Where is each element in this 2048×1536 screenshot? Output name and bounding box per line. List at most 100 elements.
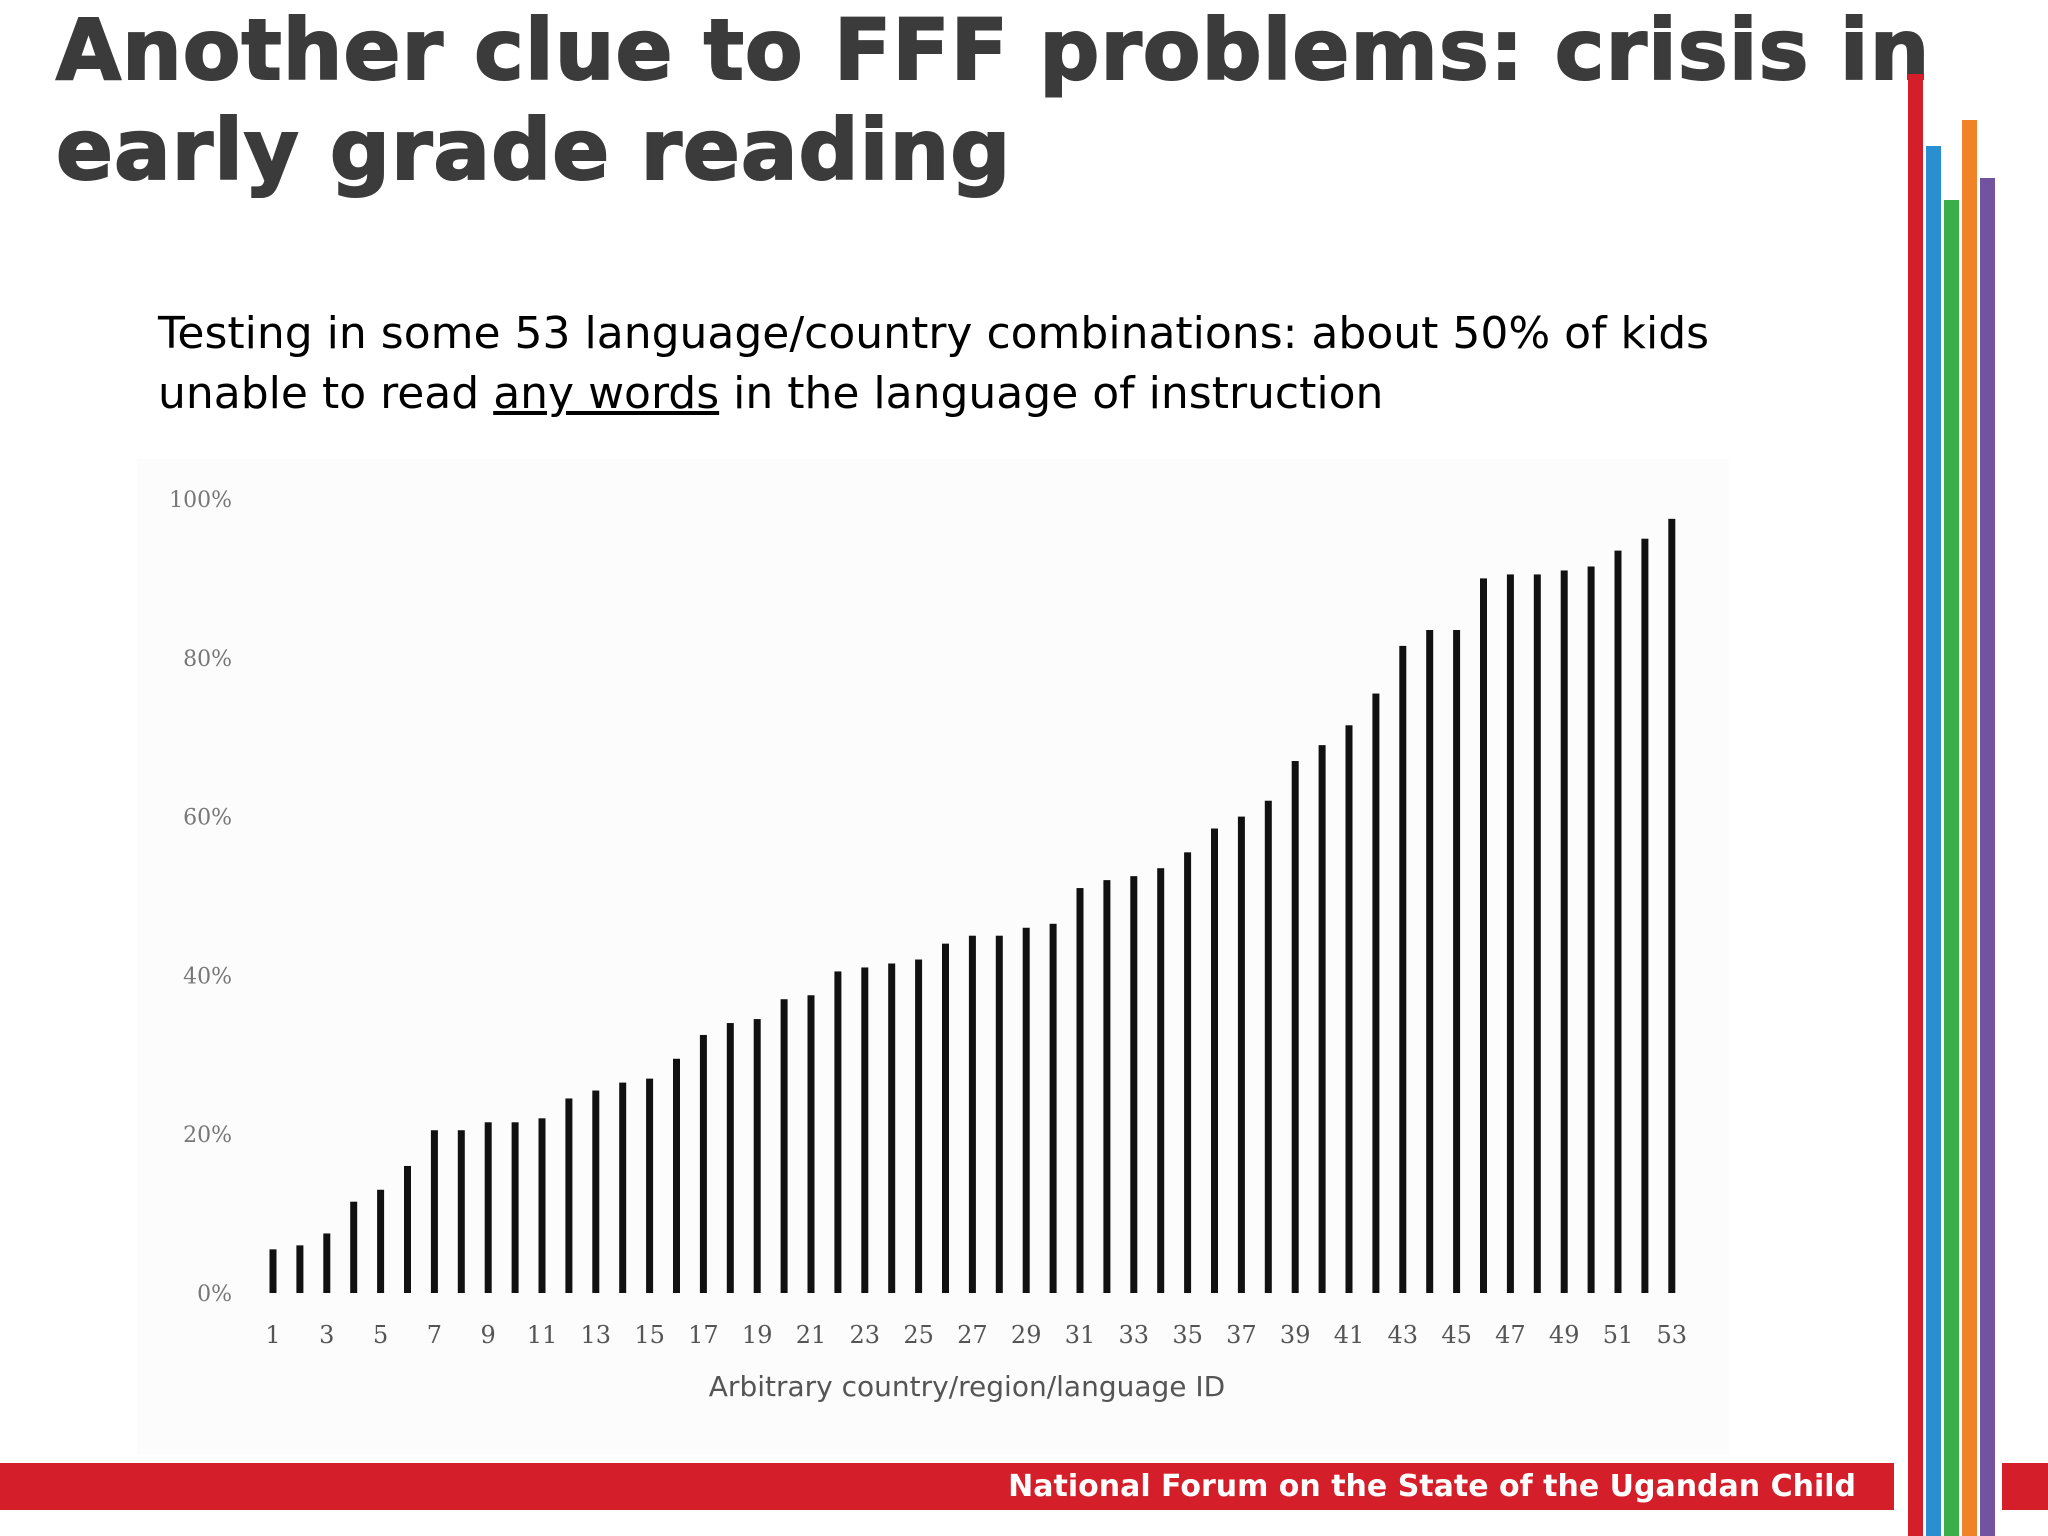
bar — [1345, 725, 1353, 1293]
footer-text: National Forum on the State of the Ugand… — [1008, 1469, 1856, 1504]
bar — [1453, 630, 1461, 1293]
bar — [538, 1118, 546, 1293]
x-tick-label: 21 — [796, 1321, 827, 1349]
bar — [834, 971, 842, 1293]
x-tick-label: 13 — [581, 1321, 612, 1349]
bar — [430, 1130, 438, 1293]
bar — [673, 1058, 680, 1293]
x-tick-label: 23 — [850, 1321, 881, 1349]
bar — [1506, 574, 1514, 1293]
bar — [377, 1189, 385, 1293]
bar — [915, 959, 923, 1293]
bar — [1533, 574, 1541, 1293]
x-tick-label: 19 — [742, 1321, 773, 1349]
x-axis-title: Arbitrary country/region/language ID — [709, 1370, 1225, 1403]
bar — [1318, 745, 1326, 1293]
bar — [1587, 566, 1595, 1293]
bar — [861, 967, 869, 1293]
bar — [1076, 888, 1084, 1293]
bar — [1211, 828, 1218, 1293]
x-tick-label: 7 — [427, 1321, 442, 1349]
bar — [1049, 923, 1057, 1293]
y-tick-label: 20% — [183, 1123, 232, 1148]
bar — [619, 1082, 627, 1293]
bar — [1668, 518, 1676, 1293]
bar — [1560, 570, 1568, 1293]
bar — [457, 1130, 465, 1293]
bar — [646, 1078, 654, 1293]
x-tick-label: 11 — [527, 1321, 558, 1349]
x-tick-label: 33 — [1119, 1321, 1150, 1349]
chart-panel: 0% 20% 40% 60% 80% 100% 1 3 5 7 9 11 13 15 17 19 21 23 25 2… — [137, 459, 1729, 1454]
orange-accent-bar — [1962, 120, 1977, 1536]
x-tick-label: 9 — [481, 1321, 496, 1349]
bar — [753, 1019, 761, 1293]
bar — [807, 995, 815, 1293]
x-tick-label: 53 — [1657, 1321, 1688, 1349]
x-tick-label: 35 — [1172, 1321, 1203, 1349]
x-tick-label: 17 — [688, 1321, 719, 1349]
bar — [1022, 927, 1030, 1293]
bar — [1157, 868, 1165, 1293]
bar — [1399, 645, 1407, 1293]
purple-accent-bar — [1980, 178, 1995, 1536]
bar — [350, 1201, 358, 1293]
x-tick-label: 43 — [1388, 1321, 1419, 1349]
x-tick-label: 45 — [1441, 1321, 1472, 1349]
bar — [1291, 761, 1299, 1293]
bar — [780, 999, 788, 1293]
bar — [995, 935, 1003, 1293]
bar — [1237, 816, 1245, 1293]
x-tick-label: 51 — [1603, 1321, 1634, 1349]
x-tick-label: 3 — [319, 1321, 334, 1349]
x-tick-label: 41 — [1334, 1321, 1365, 1349]
y-tick-label: 0% — [197, 1282, 232, 1307]
subtitle-text-2: in the language of instruction — [719, 368, 1384, 419]
bar — [404, 1165, 411, 1293]
red-accent-bar — [1908, 74, 1923, 1536]
y-tick-label: 80% — [183, 647, 232, 672]
x-tick-label: 5 — [373, 1321, 388, 1349]
x-tick-label: 47 — [1495, 1321, 1526, 1349]
y-tick-label: 40% — [183, 964, 232, 989]
green-accent-bar — [1944, 200, 1959, 1536]
slide-subtitle: Testing in some 53 language/country comb… — [158, 304, 1798, 424]
bar — [1372, 693, 1380, 1293]
bar — [565, 1098, 573, 1293]
bar — [699, 1034, 707, 1293]
y-tick-label: 100% — [169, 488, 232, 513]
x-tick-label: 25 — [903, 1321, 934, 1349]
bar — [1614, 550, 1622, 1293]
bar — [942, 943, 949, 1293]
bar — [1103, 880, 1111, 1293]
x-tick-label: 15 — [634, 1321, 665, 1349]
x-tick-label: 37 — [1226, 1321, 1257, 1349]
bar — [592, 1090, 600, 1293]
x-tick-label: 31 — [1065, 1321, 1096, 1349]
bar — [484, 1122, 492, 1293]
bar — [1264, 800, 1272, 1293]
bar — [511, 1122, 519, 1293]
x-tick-label: 1 — [265, 1321, 280, 1349]
bar — [1426, 630, 1434, 1293]
slide-title: Another clue to FFF problems: crisis in … — [55, 0, 1931, 200]
footer-bar — [0, 1463, 1894, 1510]
subtitle-text-1: Testing in some 53 language/country comb… — [158, 308, 1710, 419]
bar — [269, 1249, 277, 1293]
bar — [888, 963, 896, 1293]
subtitle-underlined-text: any words — [493, 368, 720, 419]
blue-accent-bar — [1926, 146, 1941, 1536]
bar — [726, 1023, 734, 1293]
bar — [968, 935, 976, 1293]
bar — [1641, 538, 1649, 1293]
y-tick-label: 60% — [183, 806, 232, 831]
bar — [296, 1245, 304, 1293]
x-tick-label: 39 — [1280, 1321, 1311, 1349]
bar — [1184, 852, 1192, 1293]
bar — [1130, 876, 1138, 1293]
bar — [1480, 578, 1487, 1293]
bar-chart: 0%20%40%60%80%100%1 3 5 7 9 11 13 15 17 19 21 23 25 2… — [169, 488, 1688, 1403]
x-tick-label: 27 — [957, 1321, 988, 1349]
x-tick-label: 29 — [1011, 1321, 1042, 1349]
x-tick-label: 49 — [1549, 1321, 1580, 1349]
